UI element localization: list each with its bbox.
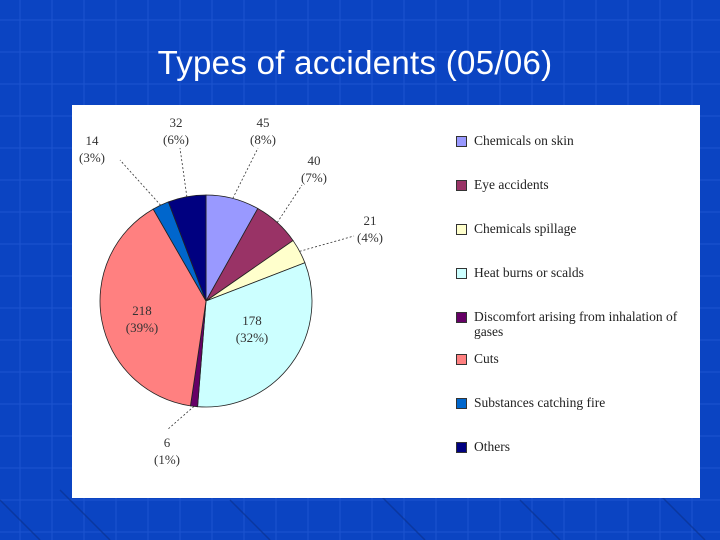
legend-label: Substances catching fire: [474, 395, 606, 410]
legend-swatch: [456, 312, 467, 323]
legend-swatch: [456, 268, 467, 279]
legend-label: Cuts: [474, 351, 499, 366]
legend-label: Others: [474, 439, 510, 454]
pie-chart: 45 (8%) 40 (7%) 21 (4%) 178 (32%) 6 (1%) 218 (39%) 1…: [79, 115, 383, 467]
legend-label: Discomfort arising from inhalation of ga…: [474, 309, 678, 339]
legend-swatch: [456, 442, 467, 453]
pie-slice-heat-burns-or-scalds: [197, 262, 313, 408]
legend-swatch: [456, 354, 467, 365]
legend-swatch: [456, 224, 467, 235]
data-label-percent: (39%): [126, 320, 159, 335]
leader-line: [276, 184, 303, 223]
data-label-percent: (8%): [250, 132, 276, 147]
leader-line: [119, 159, 161, 206]
leader-line: [299, 235, 355, 252]
leader-line: [166, 406, 195, 431]
leader-lines: [119, 147, 355, 431]
legend-swatch: [456, 136, 467, 147]
pie-slice-others: [167, 194, 207, 302]
data-label-value: 21: [364, 213, 377, 228]
data-label-value: 14: [86, 133, 100, 148]
data-label-percent: (6%): [163, 132, 189, 147]
data-label-value: 40: [308, 153, 321, 168]
data-label-value: 178: [242, 313, 262, 328]
leader-line: [179, 147, 188, 197]
legend-label: Eye accidents: [474, 177, 549, 192]
pie-slice-cuts: [99, 208, 207, 407]
data-label-value: 32: [170, 115, 183, 130]
legend-swatch: [456, 398, 467, 409]
data-label-percent: (32%): [236, 330, 269, 345]
data-label-percent: (7%): [301, 170, 327, 185]
data-label-percent: (4%): [357, 230, 383, 245]
data-labels: 45 (8%) 40 (7%) 21 (4%) 178 (32%) 6 (1%) 218 (39%) 1…: [79, 115, 383, 467]
legend-label: Heat burns or scalds: [474, 265, 584, 280]
legend-swatch: [456, 180, 467, 191]
chart-panel: 45 (8%) 40 (7%) 21 (4%) 178 (32%) 6 (1%) 218 (39%) 1…: [72, 105, 700, 498]
data-label-value: 6: [164, 435, 171, 450]
legend-label: Chemicals spillage: [474, 221, 577, 236]
data-label-percent: (1%): [154, 452, 180, 467]
data-label-value: 45: [257, 115, 270, 130]
data-label-value: 218: [132, 303, 152, 318]
pie-slices: [99, 194, 313, 408]
leader-line: [232, 147, 259, 199]
slide-title: Types of accidents (05/06): [157, 44, 553, 81]
legend-label: Chemicals on skin: [474, 133, 574, 148]
data-label-percent: (3%): [79, 150, 105, 165]
